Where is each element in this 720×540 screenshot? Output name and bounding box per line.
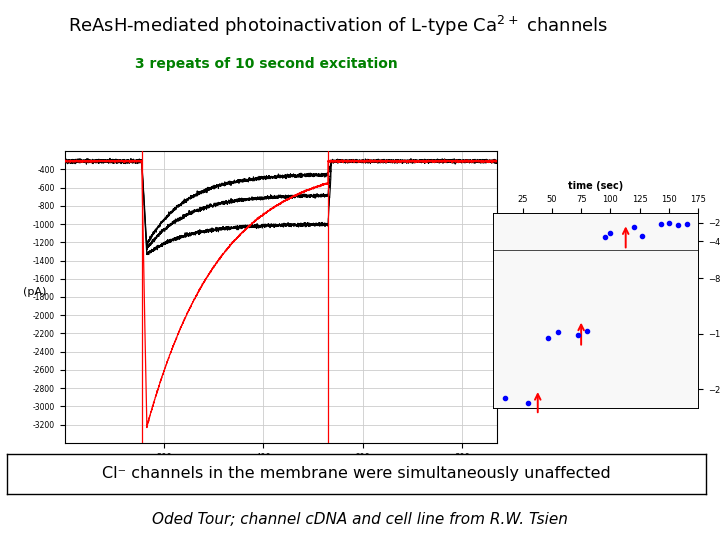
Point [552, 327, 564, 336]
Text: Cl⁻ channels in the membrane were simultaneously unaffected: Cl⁻ channels in the membrane were simult… [102, 467, 611, 481]
Point [636, 232, 648, 241]
Text: Oded Tour; channel cDNA and cell line from R.W. Tsien: Oded Tour; channel cDNA and cell line fr… [152, 511, 568, 526]
Text: 3 repeats of 10 second excitation: 3 repeats of 10 second excitation [135, 57, 397, 71]
Point [605, 228, 616, 237]
Y-axis label: (pA): (pA) [23, 287, 46, 297]
Point [655, 220, 667, 229]
Text: ReAsH-mediated photoinactivation of L-type Ca$^{2+}$ channels: ReAsH-mediated photoinactivation of L-ty… [68, 14, 608, 38]
X-axis label: Time (ms): Time (ms) [253, 467, 309, 477]
Point [628, 223, 639, 232]
Point [543, 334, 554, 342]
Point [499, 394, 510, 403]
X-axis label: time (sec): time (sec) [568, 181, 624, 191]
Point [672, 221, 684, 230]
Point [572, 331, 583, 340]
Point [599, 233, 611, 242]
Point [523, 399, 534, 407]
Point [663, 218, 675, 227]
Point [581, 327, 593, 335]
Point [681, 220, 693, 228]
